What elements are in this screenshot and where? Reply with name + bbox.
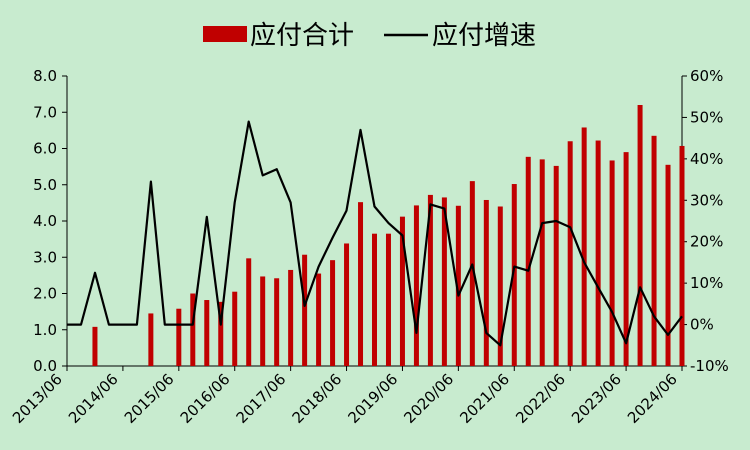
left-tick-label: 2.0 xyxy=(33,285,57,303)
bar xyxy=(358,202,364,366)
bar xyxy=(665,164,671,366)
bar xyxy=(330,260,336,366)
legend-bar-swatch xyxy=(203,26,247,42)
bar xyxy=(623,152,629,366)
x-tick-label: 2016/06 xyxy=(177,370,234,427)
bar xyxy=(288,269,294,366)
left-tick-label: 1.0 xyxy=(33,321,57,339)
bar xyxy=(302,254,308,366)
bar xyxy=(274,278,280,366)
bar xyxy=(344,243,350,366)
bar xyxy=(92,326,98,366)
bar xyxy=(413,205,419,366)
x-tick-label: 2023/06 xyxy=(568,370,625,427)
bar xyxy=(497,206,503,366)
legend: 应付合计 应付增速 xyxy=(203,21,536,51)
bar xyxy=(595,140,601,366)
right-tick-label: 40% xyxy=(690,150,723,168)
legend-line-label: 应付增速 xyxy=(432,21,536,51)
left-tick-label: 8.0 xyxy=(33,67,57,85)
right-tick-label: 60% xyxy=(690,67,723,85)
bar xyxy=(385,233,391,366)
x-tick-label: 2024/06 xyxy=(624,370,681,427)
line-series xyxy=(67,120,683,347)
bar-series xyxy=(92,105,685,366)
bar xyxy=(455,205,461,366)
bar xyxy=(567,141,573,366)
right-tick-label: -10% xyxy=(690,357,729,375)
bar xyxy=(525,156,531,366)
x-tick-label: 2013/06 xyxy=(9,370,66,427)
right-tick-label: 10% xyxy=(690,274,723,292)
bar xyxy=(204,300,210,366)
bar xyxy=(469,181,475,366)
x-tick-label: 2014/06 xyxy=(65,370,122,427)
bar xyxy=(190,293,196,366)
bar xyxy=(372,233,377,366)
bar xyxy=(511,184,517,366)
x-tick-label: 2017/06 xyxy=(233,370,290,427)
bar xyxy=(581,127,587,366)
right-tick-label: 50% xyxy=(690,108,723,126)
bar xyxy=(441,197,447,366)
legend-bar-label: 应付合计 xyxy=(250,21,354,51)
bar xyxy=(637,105,643,366)
x-tick-label: 2020/06 xyxy=(400,370,457,427)
bar xyxy=(553,165,559,366)
right-tick-label: 0% xyxy=(690,316,714,334)
left-tick-label: 6.0 xyxy=(33,140,57,158)
left-tick-label: 7.0 xyxy=(33,103,57,121)
bar xyxy=(246,258,252,366)
bar xyxy=(148,313,154,366)
left-tick-label: 4.0 xyxy=(33,212,57,230)
bar xyxy=(176,308,182,366)
tick-labels: 0.0 1.0 2.0 3.0 4.0 5.0 6.0 7.0 8.0 -10% 0% 10% 20% 3… xyxy=(9,67,729,427)
bar xyxy=(232,291,238,366)
x-tick-label: 2015/06 xyxy=(121,370,178,427)
x-tick-label: 2019/06 xyxy=(344,370,401,427)
bar xyxy=(399,216,405,366)
bar xyxy=(316,273,322,366)
bar xyxy=(483,199,489,366)
bar xyxy=(218,301,224,366)
right-tick-label: 30% xyxy=(690,191,723,209)
bar xyxy=(260,276,266,366)
x-tick-label: 2022/06 xyxy=(512,370,569,427)
bar xyxy=(651,135,657,366)
left-tick-label: 0.0 xyxy=(33,357,57,375)
growth-line xyxy=(67,120,683,347)
x-tick-label: 2021/06 xyxy=(456,370,513,427)
bar xyxy=(609,160,615,366)
left-tick-label: 5.0 xyxy=(33,176,57,194)
left-tick-label: 3.0 xyxy=(33,248,57,266)
bar xyxy=(539,159,545,366)
bar xyxy=(679,145,685,366)
bar xyxy=(427,194,433,366)
x-tick-label: 2018/06 xyxy=(289,370,346,427)
right-tick-label: 20% xyxy=(690,233,723,251)
